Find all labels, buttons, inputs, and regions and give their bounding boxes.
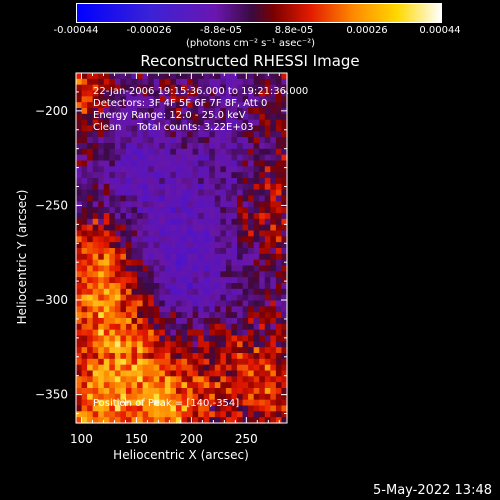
annotation-energy-range: Energy Range: 12.0 - 25.0 keV [93, 110, 246, 121]
x-tick-label: 250 [235, 432, 258, 446]
y-tick-label: −300 [35, 293, 68, 307]
colorbar-tick-label: 0.00026 [346, 25, 388, 36]
y-tick-label: −350 [35, 388, 68, 402]
colorbar-unit-label: (photons cm⁻² s⁻¹ asec⁻²) [186, 38, 316, 49]
colorbar-tick-label: 0.00044 [419, 25, 461, 36]
x-tick-label: 200 [180, 432, 203, 446]
y-tick-label: −250 [35, 198, 68, 212]
x-axis-label: Heliocentric X (arcsec) [113, 448, 249, 462]
colorbar-tick-label: 8.8e-05 [274, 25, 314, 36]
x-tick-label: 100 [70, 432, 93, 446]
annotation-detectors: Detectors: 3F 4F 5F 6F 7F 8F, Att 0 [93, 98, 268, 109]
annotation-total-counts: Clean Total counts: 3.22E+03 [93, 122, 254, 133]
annotation-time-range: 22-Jan-2006 19:15:36.000 to 19:21:36.000 [93, 86, 309, 97]
colorbar-tick-label: -8.8e-05 [200, 25, 242, 36]
y-axis-label: Heliocentric Y (arcsec) [15, 189, 29, 325]
colorbar-tick-label: -0.00026 [126, 25, 172, 36]
colorbar [76, 3, 442, 23]
plot-frame [75, 72, 288, 424]
x-tick-label: 150 [125, 432, 148, 446]
annotation-peak-position: Position of Peak = [140,-354] [93, 398, 240, 409]
heatmap-image [76, 73, 288, 424]
footer-timestamp: 5-May-2022 13:48 [373, 483, 492, 498]
y-tick-label: −200 [35, 104, 68, 118]
colorbar-tick-label: -0.00044 [53, 25, 99, 36]
chart-title: Reconstructed RHESSI Image [140, 52, 360, 70]
